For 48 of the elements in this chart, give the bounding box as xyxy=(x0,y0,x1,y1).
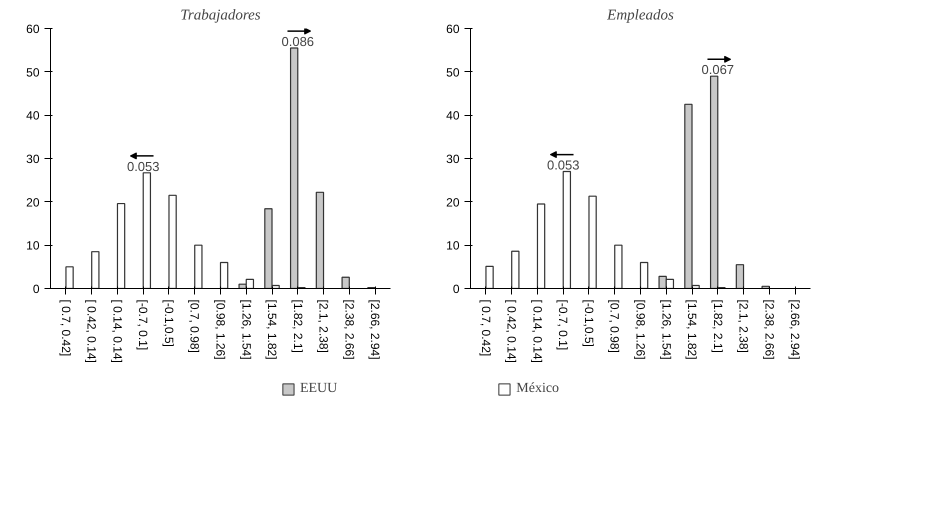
chart-title: Empleados xyxy=(606,8,674,24)
x-tick-label: [-0.7, 0.1] xyxy=(556,300,570,350)
y-tick-label: 0 xyxy=(32,282,40,296)
x-tick-label: [-0.7, 0.1] xyxy=(136,300,150,350)
x-tick-label: [ 0.7, 0.42] xyxy=(58,300,73,356)
y-tick-label: 30 xyxy=(446,152,460,166)
y-tick-label: 30 xyxy=(26,152,40,166)
annotation: 0.053 xyxy=(546,158,580,172)
y-tick-label: 50 xyxy=(446,65,460,80)
y-tick-label: 40 xyxy=(446,108,460,123)
legend-label: EEUU xyxy=(300,381,338,397)
x-tick-label: [0.98, 1.26] xyxy=(214,300,228,360)
x-tick-label: [2.66, 2.94] xyxy=(368,300,382,360)
y-tick-label: 20 xyxy=(446,195,460,210)
x-tick-label: [ 0.7, 0.42] xyxy=(478,300,493,356)
x-tick-label: [0.7, 0.98] xyxy=(608,300,622,353)
x-tick-label: [0.7, 0.98] xyxy=(188,300,202,353)
y-tick-label: 60 xyxy=(446,22,460,36)
x-tick-label: [1.54, 1.82] xyxy=(265,300,280,360)
x-tick-label: [ 0.42, 0.14] xyxy=(504,300,519,363)
x-tick-label: [ 0.14, 0.14] xyxy=(110,300,124,363)
annotation: 0.067 xyxy=(702,62,734,78)
y-tick-label: 40 xyxy=(26,108,40,123)
x-tick-label: [1.54, 1.82] xyxy=(685,300,700,360)
y-tick-label: 0 xyxy=(452,282,460,296)
x-tick-label: [2.38, 2.66] xyxy=(342,300,356,360)
x-tick-label: [1.82, 2.1] xyxy=(710,300,725,353)
x-tick-label: [1.26, 1.54] xyxy=(239,300,254,360)
y-tick-label: 10 xyxy=(446,238,460,253)
x-tick-label: [-0.1,0.5] xyxy=(162,300,176,347)
x-tick-label: [2.1, 2.38] xyxy=(316,300,331,353)
y-tick-label: 50 xyxy=(26,65,40,80)
annotation: 0.053 xyxy=(126,158,160,174)
x-tick-label: [ 0.14, 0.14] xyxy=(530,300,544,363)
y-tick-label: 20 xyxy=(26,195,40,210)
legend-label: México xyxy=(516,381,560,397)
x-tick-label: [-0.1,0.5] xyxy=(582,300,596,347)
annotation: 0.086 xyxy=(282,34,314,49)
x-tick-label: [2.1, 2.38] xyxy=(736,300,751,353)
x-tick-label: [ 0.42, 0.14] xyxy=(84,300,99,363)
x-tick-label: [2.66, 2.94] xyxy=(788,300,802,360)
x-tick-label: [1.26, 1.54] xyxy=(659,300,674,360)
chart-title: Trabajadores xyxy=(180,8,261,24)
x-tick-label: [2.38, 2.66] xyxy=(762,300,776,360)
x-tick-label: [1.82, 2.1] xyxy=(290,300,305,353)
y-tick-label: 10 xyxy=(26,238,40,253)
y-tick-label: 60 xyxy=(26,22,40,36)
x-tick-label: [0.98, 1.26] xyxy=(634,300,648,360)
